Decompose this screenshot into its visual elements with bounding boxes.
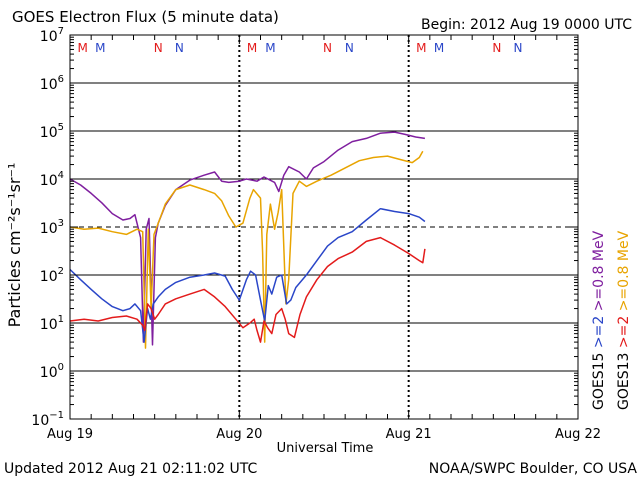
begin-date: Begin: 2012 Aug 19 0000 UTC <box>421 17 632 33</box>
axis-ticks <box>69 34 579 420</box>
legend-text: GOES13 >=2 >=0.8 MeV <box>616 230 632 410</box>
legend: GOES15 >=2 >=0.8 MeV GOES13 >=2 >=0.8 MeV <box>591 230 632 410</box>
y-tick-label: 102 <box>40 266 64 285</box>
y-tick-label: 107 <box>40 26 64 45</box>
y-tick-label: 104 <box>40 170 64 189</box>
legend-column-goes13: GOES13 >=2 >=0.8 MeV <box>616 230 632 410</box>
x-axis-label: Universal Time <box>277 441 374 456</box>
y-axis-label: Particles cm⁻²s⁻¹sr⁻¹ <box>5 163 24 328</box>
data-series <box>69 131 426 349</box>
y-tick-label: 106 <box>40 74 64 93</box>
updated-timestamp: Updated 2012 Aug 21 02:11:02 UTC <box>4 461 257 477</box>
series-line-goes15-2-mev <box>69 207 426 343</box>
y-tick-label: 105 <box>40 122 64 141</box>
marker-n: N <box>492 41 501 55</box>
marker-n: N <box>323 41 332 55</box>
marker-m: M <box>247 41 257 55</box>
marker-m: M <box>434 41 444 55</box>
marker-n: N <box>175 41 184 55</box>
y-tick-label: 10−1 <box>31 410 64 429</box>
x-tick-label: Aug 22 <box>555 427 601 442</box>
source-credit: NOAA/SWPC Boulder, CO USA <box>429 461 638 477</box>
y-tick-label: 103 <box>40 218 64 237</box>
marker-n: N <box>514 41 523 55</box>
marker-m: M <box>416 41 426 55</box>
x-tick-label: Aug 19 <box>47 427 93 442</box>
y-tick-label: 100 <box>40 362 64 381</box>
marker-m: M <box>265 41 275 55</box>
marker-m: M <box>95 41 105 55</box>
legend-text: GOES15 >=2 >=0.8 MeV <box>591 230 607 410</box>
marker-n: N <box>345 41 354 55</box>
day-boundaries <box>238 35 410 419</box>
marker-m: M <box>78 41 88 55</box>
series-line-goes13-0-8-mev <box>69 150 424 349</box>
legend-column-goes15: GOES15 >=2 >=0.8 MeV <box>591 230 607 410</box>
y-tick-labels: 107 106 105 104 103 102 101 100 10−1 <box>31 26 64 429</box>
series-line-goes13-2-mev <box>69 236 426 343</box>
x-tick-label: Aug 21 <box>386 427 432 442</box>
series-line-goes15-0-8-mev <box>69 131 426 346</box>
marker-n: N <box>154 41 163 55</box>
x-tick-label: Aug 20 <box>216 427 262 442</box>
y-tick-label: 101 <box>40 314 64 333</box>
chart-title: GOES Electron Flux (5 minute data) <box>12 8 279 26</box>
x-tick-labels: Aug 19 Aug 20 Aug 21 Aug 22 <box>47 427 601 442</box>
